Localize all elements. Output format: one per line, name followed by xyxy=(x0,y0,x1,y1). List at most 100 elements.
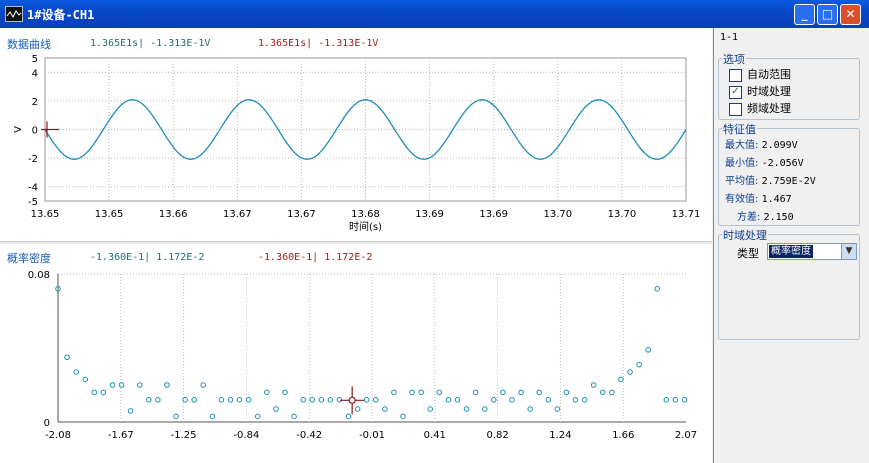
minimize-button[interactable]: _ xyxy=(794,4,815,25)
auto-range-checkbox[interactable]: 自动范围 xyxy=(729,66,791,82)
data-point xyxy=(354,406,361,412)
data-point xyxy=(291,413,297,420)
y-tick-label: -4 xyxy=(28,183,38,194)
data-point xyxy=(191,397,197,403)
data-point xyxy=(518,389,524,396)
x-tick-label: 13.67 xyxy=(223,209,252,220)
x-tick-label: 13.66 xyxy=(159,209,188,220)
data-point xyxy=(681,397,688,403)
data-point xyxy=(182,397,188,403)
data-point xyxy=(527,406,533,412)
data-point xyxy=(463,406,470,412)
maximize-button[interactable]: □ xyxy=(817,4,838,25)
x-tick-label: 2.07 xyxy=(675,430,697,441)
data-point xyxy=(636,361,642,368)
stats-group: 特征值 最大值: 2.099V 最小值: -2.056V 平均值: 2.759E… xyxy=(718,121,860,226)
probability-panel: 概率密度 -1.360E-1| 1.172E-2 -1.360E-1| 1.17… xyxy=(0,244,712,463)
stats-title: 特征值 xyxy=(722,121,757,137)
time-cursor1-readout: 1.365E1s| -1.313E-1V xyxy=(90,38,211,49)
data-point xyxy=(173,413,179,420)
window-title: 1#设备-CH1 xyxy=(27,8,95,22)
y-tick-label: 5 xyxy=(32,54,38,65)
data-point xyxy=(391,389,397,396)
data-point xyxy=(282,389,288,396)
data-point xyxy=(536,389,543,396)
freq-cursor2-readout: -1.360E-1| 1.172E-2 xyxy=(258,252,373,263)
data-point xyxy=(118,382,125,388)
y-tick-label: -2 xyxy=(28,154,38,165)
data-point xyxy=(155,397,161,403)
auto-range-label: 自动范围 xyxy=(747,68,791,81)
stat-min-key: 最小值: xyxy=(725,158,759,169)
type-selected-value: 概率密度 xyxy=(769,245,813,258)
data-point xyxy=(672,397,679,403)
channel-id: 1-1 xyxy=(720,32,739,43)
y-tick-label: 0 xyxy=(32,126,38,137)
x-tick-label: 13.65 xyxy=(31,209,60,220)
data-point xyxy=(273,406,279,412)
x-tick-label: 13.70 xyxy=(608,209,637,220)
data-point xyxy=(327,397,334,403)
x-tick-label: 13.69 xyxy=(479,209,508,220)
probability-chart[interactable]: 0.08 0-2.08 -1.67 -1.25 -0.84 -0.42 -0.01 0.41 0… xyxy=(0,244,712,463)
y-tick-label: 2 xyxy=(32,97,38,108)
x-tick-label: 13.70 xyxy=(543,209,572,220)
y-tick-label: 0 xyxy=(44,418,50,429)
checkmark-icon[interactable]: ✓ xyxy=(729,85,742,99)
x-tick-label: 13.68 xyxy=(351,209,380,220)
data-point xyxy=(382,406,388,412)
options-title: 选项 xyxy=(722,51,746,67)
data-point xyxy=(91,389,98,396)
stat-mean-value: 2.759E-2V xyxy=(761,176,816,187)
close-button[interactable]: ✕ xyxy=(840,4,861,25)
x-tick-label: -1.25 xyxy=(171,430,197,441)
x-tick-label: -0.42 xyxy=(296,430,322,441)
stat-max: 最大值: 2.099V xyxy=(725,136,798,151)
x-tick-label: 13.65 xyxy=(95,209,124,220)
x-tick-label: -0.01 xyxy=(359,430,385,441)
freq-domain-checkbox[interactable]: 频域处理 xyxy=(729,100,791,116)
type-select[interactable]: 概率密度 ▼ xyxy=(767,243,857,260)
stat-rms: 有效值: 1.467 xyxy=(725,190,792,205)
data-point xyxy=(481,406,488,412)
checkbox-box[interactable] xyxy=(729,102,742,116)
options-group: 选项 自动范围 ✓ 时域处理 频域处理 xyxy=(718,51,860,120)
data-point xyxy=(509,397,515,403)
data-point xyxy=(554,406,561,412)
time-domain-label: 时域处理 xyxy=(747,85,791,98)
panel-divider[interactable] xyxy=(0,241,712,245)
data-point xyxy=(563,389,570,396)
chevron-down-icon[interactable]: ▼ xyxy=(841,244,856,259)
title-bar: 1#设备-CH1 _ □ ✕ xyxy=(0,0,869,28)
data-point xyxy=(436,389,443,396)
x-tick-label: 13.71 xyxy=(672,209,701,220)
stat-max-value: 2.099V xyxy=(761,140,798,151)
data-point xyxy=(82,376,89,383)
data-point xyxy=(472,389,479,396)
time-domain-checkbox[interactable]: ✓ 时域处理 xyxy=(729,83,791,99)
freq-domain-label: 频域处理 xyxy=(747,102,791,115)
time-processing-group: 时域处理 类型 概率密度 ▼ xyxy=(718,227,860,340)
data-point xyxy=(73,369,79,375)
x-tick-label: 1.66 xyxy=(612,430,634,441)
checkbox-box[interactable] xyxy=(729,68,742,82)
data-point xyxy=(227,397,234,403)
data-point xyxy=(200,382,207,388)
data-point xyxy=(581,397,588,403)
time-panel-label: 数据曲线 xyxy=(7,38,51,51)
data-point xyxy=(627,369,633,375)
data-point xyxy=(245,397,252,403)
data-point xyxy=(254,413,261,420)
sine-trace xyxy=(44,99,687,160)
time-domain-panel: 数据曲线 1.365E1s| -1.313E-1V 1.365E1s| -1.3… xyxy=(0,28,712,241)
data-point xyxy=(599,389,606,396)
x-tick-label: -1.67 xyxy=(108,430,134,441)
stat-variance-key: 方差: xyxy=(737,212,761,223)
stat-mean: 平均值: 2.759E-2V xyxy=(725,172,816,187)
y-tick-label: 0.08 xyxy=(28,270,50,281)
data-point xyxy=(400,413,406,420)
data-point xyxy=(363,397,370,403)
y-tick-label: 4 xyxy=(32,68,38,79)
x-tick-label: -2.08 xyxy=(45,430,71,441)
